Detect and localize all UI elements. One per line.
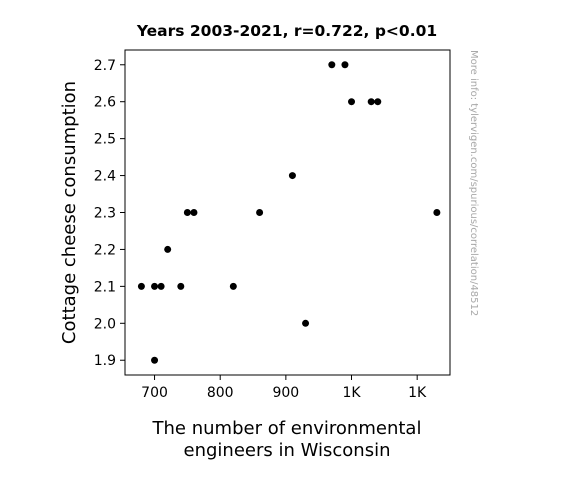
data-point — [256, 209, 264, 216]
data-point — [367, 98, 375, 106]
data-point — [190, 209, 198, 216]
y-tick-label: 2.0 — [94, 316, 116, 332]
x-tick-label: 1K — [342, 385, 361, 401]
y-tick-label: 2.1 — [94, 279, 116, 295]
y-tick-label: 2.5 — [94, 132, 116, 148]
data-points — [137, 61, 441, 364]
data-point — [183, 209, 191, 216]
plot-area-frame — [124, 49, 451, 376]
x-tick-label: 900 — [272, 385, 299, 401]
data-point — [164, 245, 172, 253]
y-axis-label: Cottage cheese consumption — [59, 81, 80, 344]
data-point — [137, 282, 145, 290]
y-tick-label: 2.4 — [94, 169, 116, 185]
data-point — [302, 319, 310, 327]
x-axis-ticks: 700 800 900 1K 1K — [141, 375, 427, 401]
data-point — [151, 282, 159, 290]
data-point — [288, 172, 296, 180]
y-axis-ticks: 1.9 2.0 2.1 2.2 2.3 2.4 2.5 2.6 2.7 — [94, 58, 125, 369]
x-axis-label-line-1: The number of environmental — [152, 418, 422, 439]
chart-title: Years 2003-2021, r=0.722, p<0.01 — [136, 22, 437, 40]
data-point — [151, 356, 159, 364]
data-point — [341, 61, 349, 69]
y-tick-label: 2.2 — [94, 242, 116, 258]
x-axis-label-line-2: engineers in Wisconsin — [184, 440, 391, 461]
data-point — [177, 282, 185, 290]
data-point — [229, 282, 237, 290]
data-point — [374, 98, 382, 106]
y-tick-label: 1.9 — [94, 353, 116, 369]
y-tick-label: 2.6 — [94, 95, 116, 111]
y-tick-label: 2.3 — [94, 206, 116, 222]
data-point — [157, 282, 165, 290]
y-tick-label: 2.7 — [94, 58, 116, 74]
data-point — [348, 98, 356, 106]
data-point — [433, 209, 441, 216]
source-note: More info: tylervigen.com/spurious/corre… — [468, 50, 479, 316]
x-tick-label: 800 — [207, 385, 234, 401]
x-tick-label: 1K — [408, 385, 427, 401]
x-tick-label: 700 — [141, 385, 168, 401]
data-point — [328, 61, 336, 69]
